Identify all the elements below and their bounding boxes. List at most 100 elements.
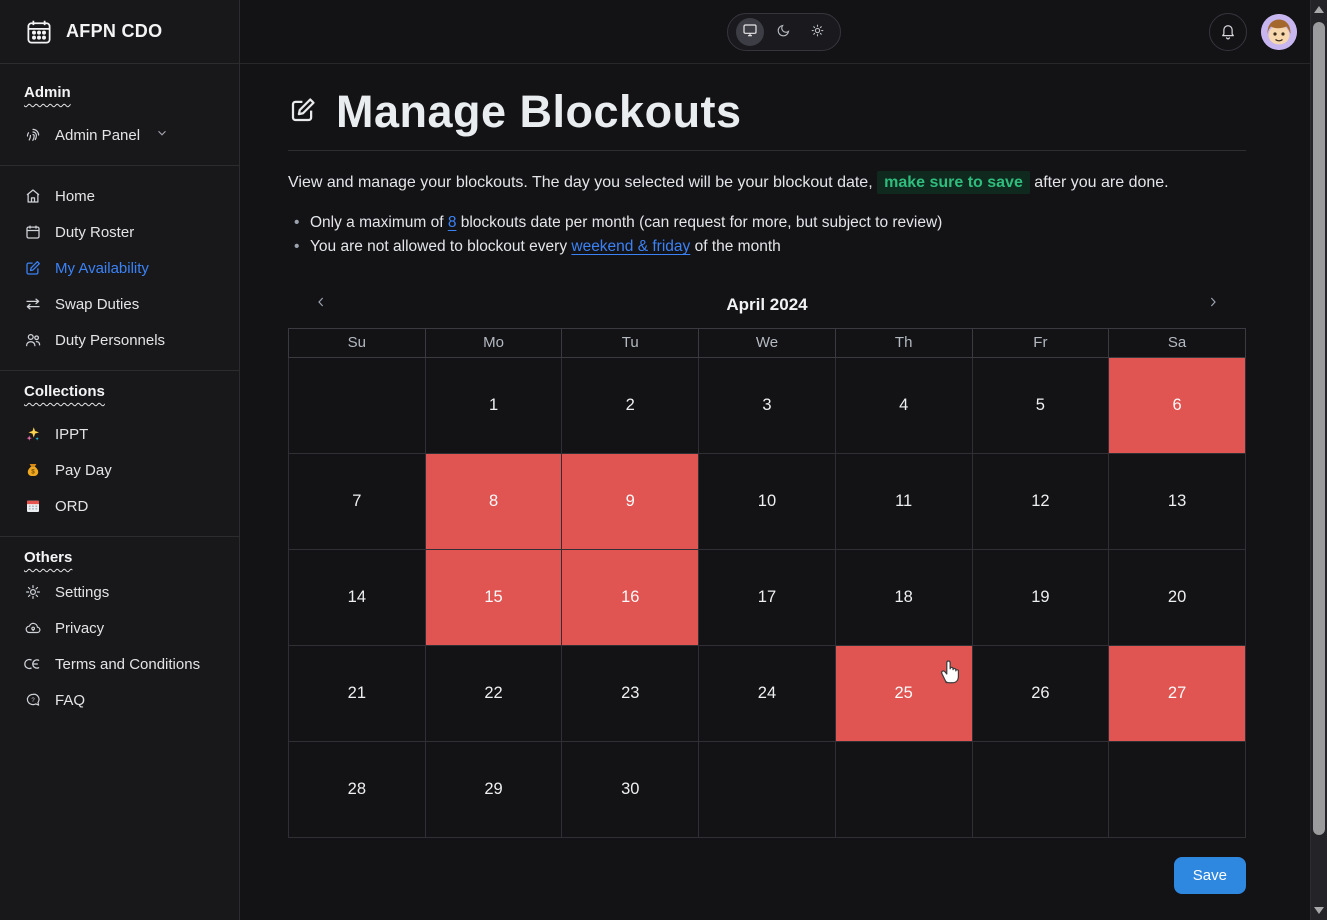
- sidebar-item-label: Swap Duties: [55, 295, 140, 313]
- sidebar-item-ord[interactable]: ORD: [24, 488, 215, 524]
- cloud-lock-icon: [24, 619, 42, 637]
- calendar-day-9[interactable]: 9: [561, 452, 700, 550]
- weekday-mo: Mo: [424, 327, 563, 358]
- rule-max-blockouts: Only a maximum of 8 blockouts date per m…: [288, 211, 1246, 236]
- calendar-day-16[interactable]: 16: [561, 548, 700, 646]
- calendar-week-row: 28 29 30: [288, 740, 1246, 838]
- theme-system-button[interactable]: [735, 17, 764, 46]
- calendar-day-26[interactable]: 26: [971, 644, 1110, 742]
- section-heading-admin: Admin: [24, 84, 71, 101]
- weekday-th: Th: [834, 327, 973, 358]
- sparkles-icon: [24, 425, 42, 443]
- prev-month-button[interactable]: [306, 290, 336, 320]
- calendar-day-6[interactable]: 6: [1108, 356, 1246, 454]
- next-month-button[interactable]: [1198, 290, 1228, 320]
- vertical-scrollbar[interactable]: [1310, 0, 1327, 920]
- calendar-day-3[interactable]: 3: [698, 356, 836, 454]
- scrollbar-thumb[interactable]: [1313, 22, 1325, 835]
- chevron-down-icon: [155, 126, 169, 144]
- calendar-week-row: 21 22 23 24 25 26 27: [288, 644, 1246, 742]
- sidebar-item-faq[interactable]: ? FAQ: [24, 682, 215, 718]
- calendar-week-row: 7 8 9 10 11 12 13: [288, 452, 1246, 550]
- sidebar-item-my-availability[interactable]: My Availability: [24, 250, 215, 286]
- sidebar-item-label: Duty Personnels: [55, 331, 166, 349]
- sidebar-item-pay-day[interactable]: $ Pay Day: [24, 452, 215, 488]
- sidebar-item-duty-personnels[interactable]: Duty Personnels: [24, 322, 215, 358]
- calendar-day-24[interactable]: 24: [698, 644, 836, 742]
- weekend-friday-link[interactable]: weekend & friday: [571, 238, 691, 256]
- theme-dark-button[interactable]: [770, 18, 798, 46]
- main-area: Manage Blockouts View and manage your bl…: [240, 0, 1327, 920]
- calendar-day-25[interactable]: 25: [834, 644, 973, 742]
- scrollbar-down-arrow[interactable]: [1314, 907, 1324, 914]
- rule-weekend-friday: You are not allowed to blockout every we…: [288, 235, 1246, 260]
- calendar-day-5[interactable]: 5: [971, 356, 1110, 454]
- intro-highlight: make sure to save: [877, 171, 1030, 194]
- calendar-day-21[interactable]: 21: [288, 644, 426, 742]
- calendar-day-12[interactable]: 12: [971, 452, 1110, 550]
- calendar-day-1[interactable]: 1: [424, 356, 563, 454]
- theme-toggle: [726, 12, 841, 51]
- svg-text:?: ?: [31, 698, 35, 704]
- calendar-day-14[interactable]: 14: [288, 548, 426, 646]
- notifications-button[interactable]: [1209, 13, 1247, 51]
- sidebar-item-settings[interactable]: Settings: [24, 574, 215, 610]
- sidebar-item-label: Admin Panel: [55, 126, 141, 144]
- money-bag-icon: $: [24, 461, 42, 479]
- scrollbar-up-arrow[interactable]: [1314, 6, 1324, 13]
- sidebar-item-privacy[interactable]: Privacy: [24, 610, 215, 646]
- sidebar-item-label: Home: [55, 187, 96, 205]
- sidebar-item-admin-panel[interactable]: Admin Panel: [24, 117, 215, 153]
- intro-after: after you are done.: [1029, 174, 1169, 191]
- sidebar-item-swap-duties[interactable]: Swap Duties: [24, 286, 215, 322]
- calendar-day-23[interactable]: 23: [561, 644, 700, 742]
- theme-light-button[interactable]: [804, 18, 832, 46]
- calendar-day-28[interactable]: 28: [288, 740, 426, 838]
- max-blockouts-link[interactable]: 8: [447, 214, 457, 231]
- calendar-day-10[interactable]: 10: [698, 452, 836, 550]
- calendar-day-2[interactable]: 2: [561, 356, 700, 454]
- calendar-day-8[interactable]: 8: [424, 452, 563, 550]
- edit-pencil-icon: [24, 259, 42, 277]
- calendar-day-7[interactable]: 7: [288, 452, 426, 550]
- home-icon: [24, 187, 42, 205]
- calendar-day-19[interactable]: 19: [971, 548, 1110, 646]
- calendar-day-4[interactable]: 4: [834, 356, 973, 454]
- brand[interactable]: AFPN CDO: [0, 0, 239, 64]
- calendar-day-27[interactable]: 27: [1108, 644, 1246, 742]
- page-content: Manage Blockouts View and manage your bl…: [240, 64, 1246, 894]
- save-button[interactable]: Save: [1173, 856, 1246, 894]
- calendar-day-18[interactable]: 18: [834, 548, 973, 646]
- sidebar-item-ippt[interactable]: IPPT: [24, 416, 215, 452]
- monitor-icon: [742, 22, 758, 41]
- weekday-fr: Fr: [971, 327, 1110, 358]
- ce-mark-icon: [24, 655, 42, 673]
- sidebar-item-label: ORD: [55, 497, 89, 515]
- sidebar-item-label: Duty Roster: [55, 223, 135, 241]
- calendar-emoji-icon: [24, 497, 42, 515]
- divider: [0, 370, 239, 371]
- calendar-day-13[interactable]: 13: [1108, 452, 1246, 550]
- calendar-empty-cell: [288, 356, 426, 454]
- calendar-day-15[interactable]: 15: [424, 548, 563, 646]
- question-bubble-icon: ?: [24, 691, 42, 709]
- avatar[interactable]: [1261, 14, 1297, 50]
- sidebar-item-home[interactable]: Home: [24, 178, 215, 214]
- calendar-day-29[interactable]: 29: [424, 740, 563, 838]
- sidebar-item-terms[interactable]: Terms and Conditions: [24, 646, 215, 682]
- bell-icon: [1219, 22, 1237, 43]
- section-heading-others: Others: [24, 549, 73, 566]
- calendar-day-30[interactable]: 30: [561, 740, 700, 838]
- rule-text: Only a maximum of: [310, 214, 448, 231]
- swap-arrows-icon: [24, 295, 42, 313]
- calendar-day-22[interactable]: 22: [424, 644, 563, 742]
- calendar-day-20[interactable]: 20: [1108, 548, 1246, 646]
- rule-text: blockouts date per month (can request fo…: [456, 214, 943, 231]
- sidebar-item-duty-roster[interactable]: Duty Roster: [24, 214, 215, 250]
- intro-before: View and manage your blockouts. The day …: [288, 174, 878, 191]
- calendar-day-17[interactable]: 17: [698, 548, 836, 646]
- sidebar-item-label: IPPT: [55, 425, 89, 443]
- calendar-empty-cell: [971, 740, 1110, 838]
- calendar-day-11[interactable]: 11: [834, 452, 973, 550]
